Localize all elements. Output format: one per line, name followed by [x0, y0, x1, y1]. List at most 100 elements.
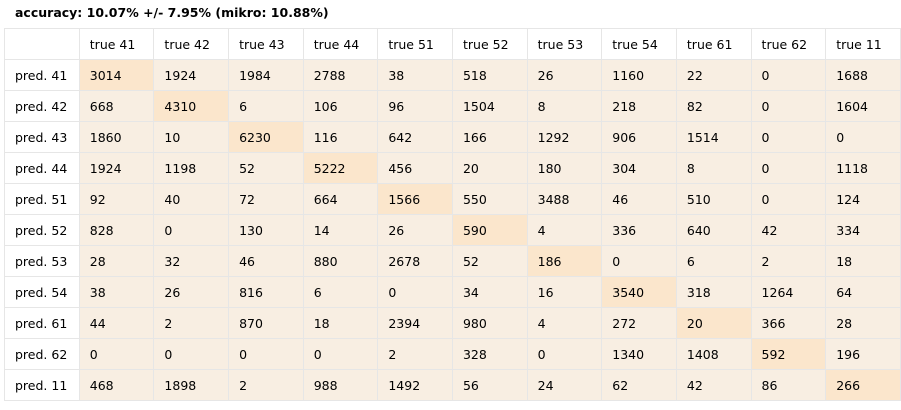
- matrix-cell: 1340: [601, 338, 677, 370]
- matrix-cell: 0: [601, 245, 677, 277]
- matrix-cell: 0: [750, 59, 827, 91]
- matrix-cell: 2: [153, 307, 230, 339]
- row-header: pred. 52: [4, 214, 80, 246]
- matrix-cell: 828: [78, 214, 155, 246]
- matrix-cell: 130: [228, 214, 304, 246]
- row-header: pred. 42: [4, 90, 80, 122]
- matrix-cell: 32: [153, 245, 230, 277]
- table-row: pred. 43 1860 10 6230 116 642 166 1292 906 1514 0 0: [4, 121, 901, 153]
- matrix-cell: 20: [451, 152, 528, 184]
- matrix-cell: 3488: [526, 183, 603, 215]
- diagonal-cell: 590: [451, 214, 528, 246]
- matrix-cell: 642: [377, 121, 453, 153]
- column-header: true 51: [377, 28, 453, 60]
- column-header: true 54: [601, 28, 677, 60]
- matrix-cell: 62: [601, 369, 677, 401]
- diagonal-cell: 3014: [78, 59, 155, 91]
- matrix-cell: 1604: [825, 90, 901, 122]
- matrix-cell: 0: [750, 121, 827, 153]
- matrix-cell: 52: [228, 152, 304, 184]
- matrix-cell: 82: [675, 90, 752, 122]
- matrix-cell: 22: [675, 59, 752, 91]
- matrix-cell: 6: [302, 276, 379, 308]
- matrix-cell: 304: [601, 152, 677, 184]
- row-header: pred. 53: [4, 245, 80, 277]
- row-header: pred. 44: [4, 152, 80, 184]
- row-header: pred. 54: [4, 276, 80, 308]
- matrix-cell: 24: [526, 369, 603, 401]
- diagonal-cell: 3540: [601, 276, 677, 308]
- matrix-cell: 2788: [302, 59, 379, 91]
- table-row: pred. 61 44 2 870 18 2394 980 4 272 20 366 28: [4, 307, 901, 339]
- matrix-cell: 218: [601, 90, 677, 122]
- matrix-cell: 456: [377, 152, 453, 184]
- matrix-cell: 468: [78, 369, 155, 401]
- matrix-cell: 46: [601, 183, 677, 215]
- diagonal-cell: 5222: [302, 152, 379, 184]
- diagonal-cell: 4310: [153, 90, 230, 122]
- matrix-cell: 0: [153, 214, 230, 246]
- matrix-cell: 8: [526, 90, 603, 122]
- matrix-cell: 38: [377, 59, 453, 91]
- matrix-cell: 668: [78, 90, 155, 122]
- matrix-cell: 0: [750, 183, 827, 215]
- column-header: true 41: [78, 28, 155, 60]
- matrix-cell: 18: [825, 245, 901, 277]
- column-header: true 44: [302, 28, 379, 60]
- matrix-cell: 1688: [825, 59, 901, 91]
- matrix-cell: 52: [451, 245, 528, 277]
- matrix-cell: 334: [825, 214, 901, 246]
- matrix-cell: 4: [526, 307, 603, 339]
- matrix-cell: 318: [675, 276, 752, 308]
- matrix-cell: 64: [825, 276, 901, 308]
- matrix-cell: 0: [78, 338, 155, 370]
- matrix-cell: 180: [526, 152, 603, 184]
- row-header: pred. 51: [4, 183, 80, 215]
- matrix-cell: 40: [153, 183, 230, 215]
- matrix-cell: 96: [377, 90, 453, 122]
- matrix-cell: 166: [451, 121, 528, 153]
- matrix-cell: 1492: [377, 369, 453, 401]
- header-row: true 41 true 42 true 43 true 44 true 51 …: [4, 28, 901, 60]
- matrix-cell: 16: [526, 276, 603, 308]
- column-header: true 61: [675, 28, 752, 60]
- table-row: pred. 41 3014 1924 1984 2788 38 518 26 1160 22 0 16…: [4, 59, 901, 91]
- matrix-cell: 4: [526, 214, 603, 246]
- matrix-cell: 988: [302, 369, 379, 401]
- table-row: pred. 54 38 26 816 6 0 34 16 3540 318 1264 64: [4, 276, 901, 308]
- matrix-cell: 272: [601, 307, 677, 339]
- matrix-cell: 2: [228, 369, 304, 401]
- matrix-cell: 1924: [153, 59, 230, 91]
- matrix-cell: 42: [750, 214, 827, 246]
- matrix-cell: 336: [601, 214, 677, 246]
- matrix-cell: 870: [228, 307, 304, 339]
- confusion-matrix-table: true 41 true 42 true 43 true 44 true 51 …: [4, 28, 901, 401]
- table-row: pred. 52 828 0 130 14 26 590 4 336 640 42 334: [4, 214, 901, 246]
- matrix-cell: 2678: [377, 245, 453, 277]
- matrix-cell: 124: [825, 183, 901, 215]
- matrix-cell: 0: [750, 152, 827, 184]
- matrix-cell: 2: [750, 245, 827, 277]
- matrix-cell: 28: [825, 307, 901, 339]
- matrix-cell: 0: [526, 338, 603, 370]
- matrix-cell: 550: [451, 183, 528, 215]
- matrix-cell: 18: [302, 307, 379, 339]
- matrix-cell: 328: [451, 338, 528, 370]
- matrix-cell: 1984: [228, 59, 304, 91]
- row-header: pred. 41: [4, 59, 80, 91]
- diagonal-cell: 186: [526, 245, 603, 277]
- matrix-cell: 26: [377, 214, 453, 246]
- corner-cell: [4, 28, 80, 60]
- matrix-cell: 1504: [451, 90, 528, 122]
- matrix-cell: 0: [228, 338, 304, 370]
- matrix-cell: 518: [451, 59, 528, 91]
- table-row: pred. 11 468 1898 2 988 1492 56 24 62 42 86 266: [4, 369, 901, 401]
- matrix-cell: 640: [675, 214, 752, 246]
- matrix-cell: 0: [302, 338, 379, 370]
- matrix-cell: 1292: [526, 121, 603, 153]
- matrix-cell: 42: [675, 369, 752, 401]
- matrix-cell: 980: [451, 307, 528, 339]
- table-row: pred. 62 0 0 0 0 2 328 0 1340 1408 592 196: [4, 338, 901, 370]
- column-header: true 11: [825, 28, 901, 60]
- matrix-cell: 8: [675, 152, 752, 184]
